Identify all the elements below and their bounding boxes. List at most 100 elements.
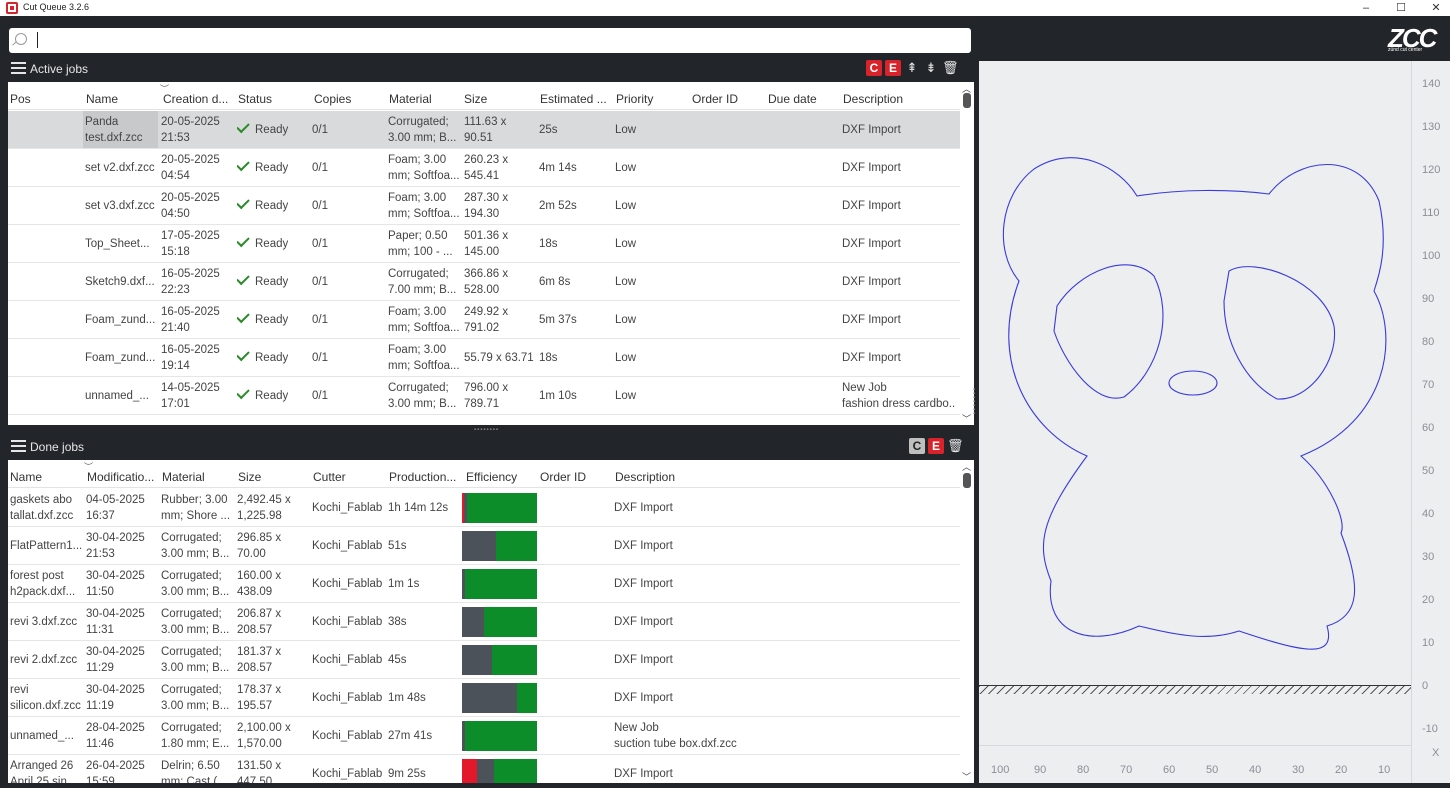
scroll-up-icon[interactable]: ︿ [962, 462, 972, 472]
active-jobs-scrollbar[interactable]: ︿ ﹀ [960, 82, 974, 425]
cut-icon[interactable]: C [866, 60, 882, 76]
cutter-line: Kochi_Fablab [312, 692, 383, 704]
column-header[interactable]: Priority [616, 92, 654, 106]
table-row[interactable]: Sketch9.dxf... 16-05-2025 22:23 Ready 0/1 Cor… [8, 263, 960, 301]
material: Corrugated; 3.00 mm; B... [161, 606, 235, 638]
table-row[interactable]: Top_Sheet... 17-05-2025 15:18 Ready 0/1 Paper… [8, 225, 960, 263]
column-header[interactable]: Cutter [313, 470, 346, 484]
estimated-time: 2m 52s [539, 198, 613, 214]
column-header[interactable]: Modificatio... [87, 470, 155, 484]
table-row[interactable]: set v3.dxf.zcc 20-05-2025 04:50 Ready 0/1 Foa… [8, 187, 960, 225]
column-header[interactable]: Material [162, 470, 205, 484]
material: Corrugated; 3.00 mm; B... [161, 568, 235, 600]
scroll-thumb[interactable] [963, 93, 971, 108]
column-header[interactable]: Description [615, 470, 676, 484]
size-line: 545.41 [464, 170, 500, 182]
material: Corrugated; 3.00 mm; B... [388, 114, 460, 146]
efficiency-bar [462, 607, 537, 637]
search-input[interactable] [41, 30, 961, 50]
column-header[interactable]: Material [389, 92, 432, 106]
table-row[interactable]: set v2.dxf.zcc 20-05-2025 04:54 Ready 0/1 Foa… [8, 149, 960, 187]
column-header[interactable]: Due date [768, 92, 817, 106]
estimated-time: 5m 37s [539, 312, 613, 328]
check-icon [237, 122, 250, 134]
trash-done-icon[interactable]: 🗑 [947, 438, 964, 453]
table-row[interactable]: revi silicon.dxf.zcc 30-04-2025 11:19 Corrug… [8, 679, 960, 717]
trash-icon[interactable]: 🗑 [942, 60, 959, 75]
column-header[interactable]: Efficiency [466, 470, 518, 484]
column-header[interactable]: Order ID [540, 470, 587, 484]
vertical-splitter[interactable]: ▪ ▪ ▪ ▪ ▪ ▪ ▪ [973, 387, 976, 417]
material: Corrugated; 3.00 mm; B... [388, 380, 460, 412]
table-row[interactable]: Foam_zund... 16-05-2025 19:14 Ready 0/1 Foam;… [8, 339, 960, 377]
size-line: 178.37 x [237, 684, 282, 696]
modification-date-line: 30-04-2025 [86, 532, 145, 544]
scroll-down-icon[interactable]: ﹀ [962, 414, 972, 424]
modification-date-line: 11:50 [86, 586, 114, 598]
production-time: 27m 41s [388, 728, 462, 744]
table-row[interactable]: unnamed_... 14-05-2025 17:01 Ready 0/1 Corrug… [8, 377, 960, 415]
description: DXF Import [614, 538, 784, 554]
material-line: Corrugated; [161, 570, 222, 582]
size: 501.36 x 145.00 [464, 228, 538, 260]
table-row[interactable]: revi 2.dxf.zcc 30-04-2025 11:29 Corrugated;… [8, 641, 960, 679]
column-header[interactable]: Description [843, 92, 904, 106]
material-line: 1.80 mm; E... [161, 738, 230, 750]
export-done-icon[interactable]: E [928, 438, 944, 454]
description-line: New Job [614, 722, 659, 734]
search-bar[interactable] [9, 28, 971, 53]
cutter-line: Kochi_Fablab [312, 768, 383, 780]
column-header[interactable]: Name [86, 92, 119, 106]
minimize-button[interactable]: – [1362, 2, 1370, 14]
move-down-icon[interactable]: ⇟ [925, 60, 937, 75]
size: 260.23 x 545.41 [464, 152, 538, 184]
job-name: Sketch9.dxf... [85, 274, 159, 290]
export-icon[interactable]: E [885, 60, 901, 76]
table-row[interactable]: forest post h2pack.dxf... 30-04-2025 11:50 C… [8, 565, 960, 603]
check-icon [237, 236, 250, 248]
estimated-time-line: 6m 8s [539, 276, 571, 288]
description: New Job suction tube box.dxf.zcc [614, 720, 784, 752]
column-header[interactable]: Pos [10, 92, 31, 106]
job-name-line: h2pack.dxf... [10, 586, 76, 598]
checklist-icon[interactable] [11, 440, 26, 453]
job-name: gaskets abo tallat.dxf.zcc [10, 492, 84, 524]
table-row[interactable]: revi 3.dxf.zcc 30-04-2025 11:31 Corrugated;… [8, 603, 960, 641]
y-tick-label: 40 [1422, 508, 1435, 520]
creation-date-line: 04:50 [161, 208, 190, 220]
column-header[interactable]: Production... [389, 470, 457, 484]
column-header[interactable]: Name [10, 470, 43, 484]
material-line: Corrugated; [161, 646, 222, 658]
table-row[interactable]: unnamed_... 28-04-2025 11:46 Corrugated; 1.8… [8, 717, 960, 755]
panel-splitter[interactable]: ▪▪▪▪▪▪▪▪ [474, 427, 500, 433]
column-header[interactable]: Order ID [692, 92, 739, 106]
table-row[interactable]: Foam_zund... 16-05-2025 21:40 Ready 0/1 Foam;… [8, 301, 960, 339]
column-header[interactable]: Size [238, 470, 262, 484]
close-button[interactable]: ✕ [1431, 2, 1441, 14]
table-row[interactable]: gaskets abo tallat.dxf.zcc 04-05-2025 16:37… [8, 489, 960, 527]
table-row[interactable]: Panda test.dxf.zcc 20-05-2025 21:53 Ready 0/1… [8, 111, 960, 149]
move-up-icon[interactable]: ⇞ [906, 60, 918, 75]
status-text: Ready [255, 314, 289, 326]
size: 366.86 x 528.00 [464, 266, 538, 298]
table-row[interactable]: FlatPattern1... 30-04-2025 21:53 Corrugated… [8, 527, 960, 565]
table-row[interactable]: 08-05-2025Corrugated;2,082.21 xDXF Impor… [8, 415, 960, 425]
y-tick-label: 130 [1422, 121, 1441, 133]
done-jobs-scrollbar[interactable]: ︿ ﹀ [960, 460, 974, 783]
column-header[interactable]: Creation d... [163, 92, 229, 106]
production-time-line: 45s [388, 654, 407, 666]
menu-icon[interactable] [11, 62, 26, 75]
material: Foam; 3.00 mm; Softfoa... [388, 152, 460, 184]
scroll-up-icon[interactable]: ︿ [962, 84, 972, 94]
recut-icon[interactable]: C [909, 438, 925, 454]
scroll-down-icon[interactable]: ﹀ [962, 772, 972, 782]
cut-preview-canvas[interactable] [979, 61, 1411, 783]
column-header[interactable]: Estimated ... [540, 92, 607, 106]
column-header[interactable]: Copies [314, 92, 352, 106]
maximize-button[interactable]: ☐ [1396, 2, 1406, 14]
column-header[interactable]: Status [238, 92, 273, 106]
table-row[interactable]: Arranged 26 April 25 sin... 26-04-2025 15:5… [8, 755, 960, 783]
scroll-thumb[interactable] [963, 473, 971, 488]
column-header[interactable]: Size [464, 92, 488, 106]
creation-date-line: 20-05-2025 [161, 154, 220, 166]
